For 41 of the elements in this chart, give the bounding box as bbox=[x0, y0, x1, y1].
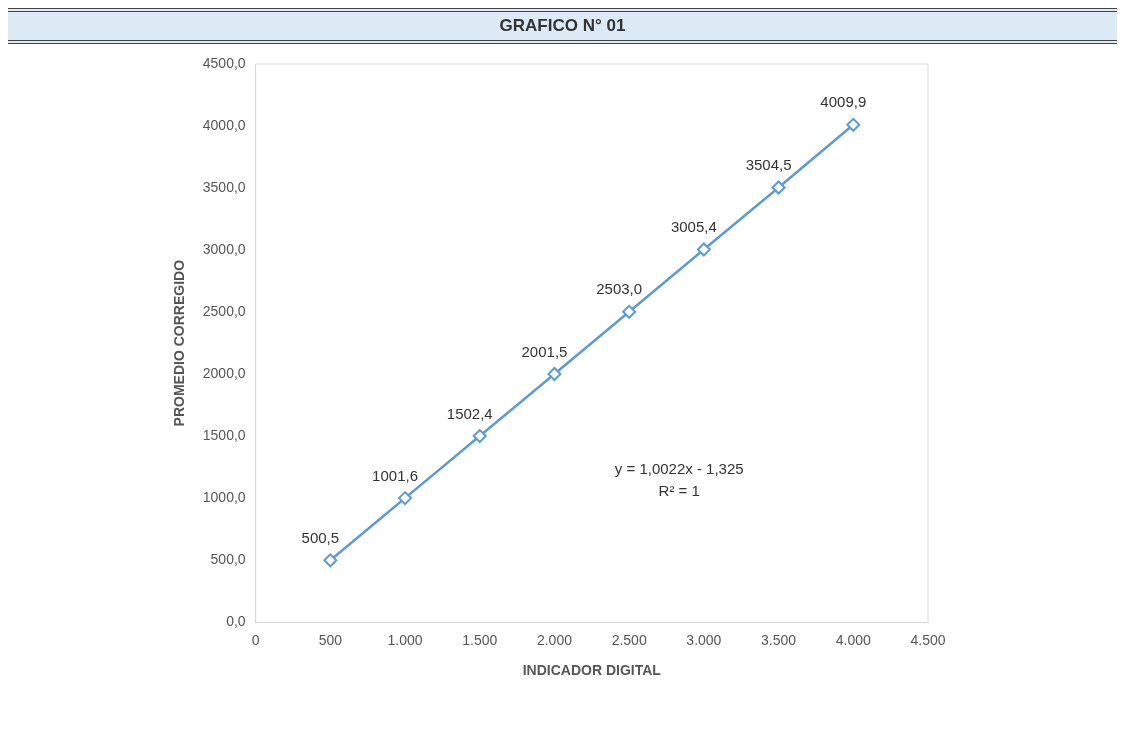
point bbox=[323, 553, 338, 568]
point bbox=[622, 304, 637, 319]
x-tick-label: 2.500 bbox=[611, 631, 647, 648]
x-tick-label: 3.000 bbox=[686, 631, 722, 648]
y-tick-label: 0,0 bbox=[226, 613, 246, 630]
data-label: 3504,5 bbox=[745, 156, 792, 174]
x-tick-label: 500 bbox=[318, 631, 343, 648]
x-tick-label: 0 bbox=[251, 631, 260, 648]
data-label: 2503,0 bbox=[596, 280, 643, 298]
y-tick-label: 4000,0 bbox=[202, 116, 246, 133]
x-tick-label: 2.000 bbox=[536, 631, 573, 648]
y-tick-label: 4500,0 bbox=[202, 54, 246, 71]
x-tick-label: 4.500 bbox=[910, 631, 946, 648]
point bbox=[771, 180, 786, 195]
y-tick-label: 3500,0 bbox=[202, 178, 246, 195]
x-tick-label: 4.000 bbox=[835, 631, 872, 648]
y-tick-label: 500,0 bbox=[210, 551, 246, 568]
point bbox=[547, 367, 562, 382]
y-tick-label: 3000,0 bbox=[202, 240, 246, 257]
y-tick-label: 2000,0 bbox=[202, 365, 246, 382]
data-label: 4009,9 bbox=[820, 93, 867, 111]
y-tick-label: 1500,0 bbox=[202, 427, 246, 444]
x-tick-label: 1.500 bbox=[462, 631, 498, 648]
y-tick-label: 1000,0 bbox=[202, 489, 246, 506]
x-axis-title: INDICADOR DIGITAL bbox=[522, 662, 662, 679]
annotation: R² = 1 bbox=[658, 481, 700, 499]
y-axis-title: PROMEDIO CORREGIDO bbox=[171, 259, 188, 427]
point bbox=[398, 491, 413, 506]
annotation: y = 1,0022x - 1,325 bbox=[614, 459, 744, 477]
data-label: 3005,4 bbox=[670, 218, 717, 236]
data-label: 1502,4 bbox=[446, 404, 493, 422]
y-tick-label: 2500,0 bbox=[202, 303, 246, 320]
point bbox=[696, 242, 711, 257]
data-label: 500,5 bbox=[301, 528, 340, 546]
point bbox=[846, 117, 861, 132]
data-label: 1001,6 bbox=[372, 466, 418, 484]
x-tick-label: 3.500 bbox=[761, 631, 797, 648]
point bbox=[472, 428, 487, 443]
x-tick-label: 1.000 bbox=[387, 631, 423, 648]
chart-title: GRAFICO N° 01 bbox=[499, 16, 626, 35]
data-label: 2001,5 bbox=[521, 342, 568, 360]
